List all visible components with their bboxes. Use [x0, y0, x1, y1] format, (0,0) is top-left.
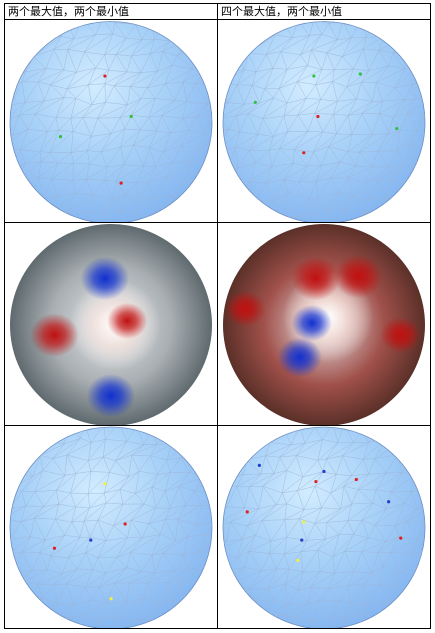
marker-green-4	[253, 100, 257, 104]
sphere-surface	[9, 426, 213, 628]
marker-red-1	[119, 181, 123, 185]
field-spot-red-3	[334, 254, 383, 299]
row-divider-2	[5, 425, 430, 426]
marker-red-1	[354, 477, 358, 482]
marker-red-0	[316, 114, 320, 119]
sphere-field-max4-min2	[218, 223, 430, 426]
row-divider-1	[5, 222, 430, 223]
marker-green-2	[58, 135, 63, 139]
sphere-mesh-max2-min2	[5, 21, 217, 224]
marker-red-0	[103, 74, 107, 78]
sphere-surface	[222, 426, 426, 628]
marker-yellow-4	[302, 520, 306, 524]
field-spot-blue-0	[291, 304, 333, 342]
marker-red-1	[302, 151, 306, 155]
sphere-mesh-max4-min2	[218, 21, 430, 224]
triangle-mesh	[10, 427, 212, 628]
field-spot-blue-0	[80, 256, 130, 301]
marker-blue-9	[387, 500, 391, 504]
triangle-mesh	[223, 21, 425, 222]
sphere-field-max2-min2	[5, 223, 217, 426]
marker-green-3	[129, 114, 133, 119]
field-spot-blue-1	[277, 337, 322, 378]
marker-green-2	[312, 74, 316, 78]
marker-blue-6	[257, 463, 261, 467]
sphere-mesh-bottom-right	[218, 426, 430, 629]
marker-red-0	[314, 479, 318, 484]
field-spot-red-2	[30, 313, 79, 357]
marker-yellow-2	[103, 481, 107, 486]
marker-red-0	[123, 522, 127, 526]
field-spot-red-5	[380, 316, 421, 354]
marker-yellow-5	[296, 558, 300, 562]
figure-table: 两个最大值，两个最小值 四个最大值，两个最小值	[4, 3, 431, 629]
triangle-mesh	[10, 21, 212, 222]
marker-red-1	[52, 546, 57, 550]
field-spot-red-4	[225, 290, 266, 328]
field-spot-blue-1	[86, 373, 136, 418]
marker-blue-7	[322, 469, 326, 474]
marker-blue-8	[300, 538, 304, 542]
sphere-mesh-bottom-left	[5, 426, 217, 629]
marker-blue-4	[89, 538, 93, 542]
marker-green-3	[358, 72, 362, 76]
field-spot-red-2	[291, 256, 341, 301]
marker-red-2	[245, 510, 249, 514]
field-spot-red-3	[106, 302, 148, 340]
column-divider	[217, 4, 218, 628]
header-right: 四个最大值，两个最小值	[218, 4, 430, 20]
marker-red-3	[399, 536, 403, 540]
marker-green-5	[395, 126, 399, 131]
marker-yellow-3	[109, 597, 113, 601]
header-left: 两个最大值，两个最小值	[5, 4, 217, 20]
